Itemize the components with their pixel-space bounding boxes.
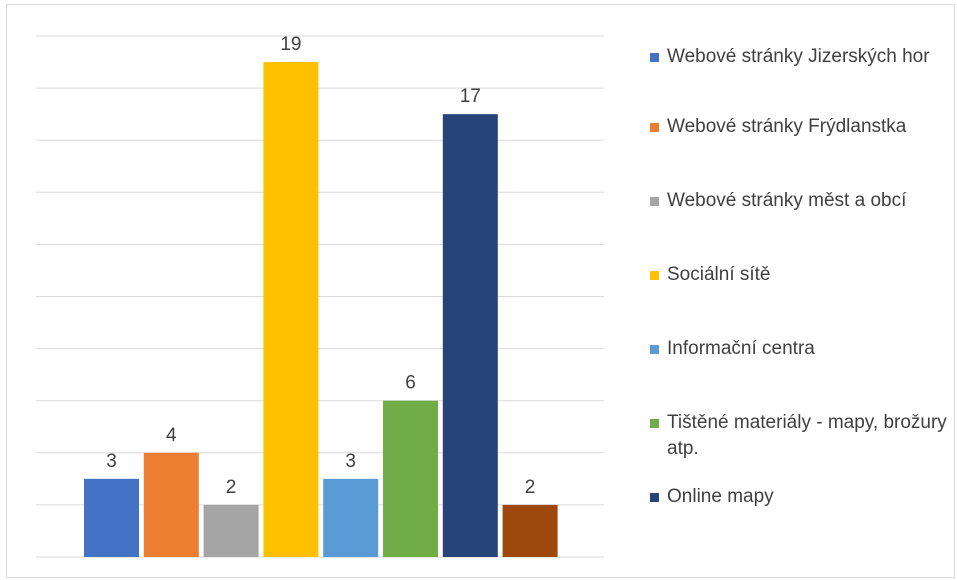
legend-swatch <box>650 271 659 280</box>
legend-label: Tištěné materiály - mapy, brožury atp. <box>667 412 947 459</box>
legend-item: Webové stránky měst a obcí <box>650 188 950 214</box>
bar-3 <box>203 504 259 557</box>
bar-8 <box>502 504 558 557</box>
legend-swatch <box>650 419 659 428</box>
data-label-1: 3 <box>106 451 117 472</box>
legend-item: Tištěné materiály - mapy, brožury atp. <box>650 410 950 462</box>
legend-item: Informační centra <box>650 336 950 362</box>
data-label-7: 17 <box>460 86 481 107</box>
data-label-8: 2 <box>525 477 536 498</box>
legend-swatch <box>650 53 659 62</box>
legend-label: Sociální sítě <box>667 264 771 285</box>
legend-swatch <box>650 123 659 132</box>
legend-item: Sociální sítě <box>650 262 950 288</box>
bar-5 <box>323 478 379 557</box>
bar-2 <box>143 452 199 557</box>
bar-4 <box>263 62 319 558</box>
data-label-2: 4 <box>166 425 177 446</box>
data-label-6: 6 <box>405 373 416 394</box>
legend-label: Online mapy <box>667 486 774 507</box>
legend-item: Online mapy <box>650 484 950 510</box>
data-label-5: 3 <box>345 451 356 472</box>
bar-7 <box>442 114 498 558</box>
legend-swatch <box>650 345 659 354</box>
legend-swatch <box>650 197 659 206</box>
legend-item: Webové stránky Frýdlanstka <box>650 114 950 140</box>
legend-label: Webové stránky Jizerských hor <box>667 46 930 67</box>
chart-border <box>6 4 955 578</box>
data-label-4: 19 <box>280 34 301 55</box>
legend-item: Webové stránky Jizerských hor <box>650 44 950 70</box>
data-label-3: 2 <box>226 477 237 498</box>
bar-1 <box>84 478 139 557</box>
legend-label: Webové stránky měst a obcí <box>667 190 907 211</box>
bar-6 <box>383 400 438 557</box>
legend-label: Webové stránky Frýdlanstka <box>667 116 907 137</box>
legend-label: Informační centra <box>667 338 815 359</box>
legend-swatch <box>650 493 659 502</box>
